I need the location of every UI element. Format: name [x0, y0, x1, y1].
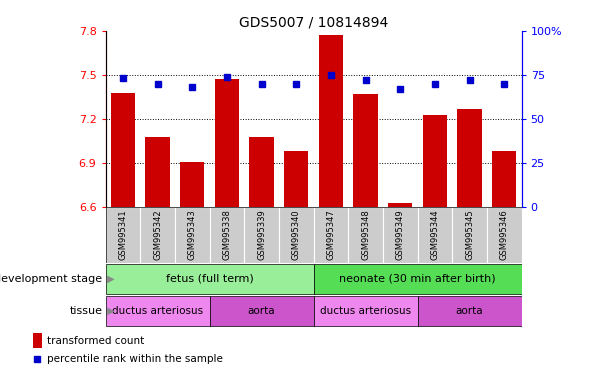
Text: GSM995342: GSM995342 [153, 209, 162, 260]
Bar [417, 296, 522, 326]
Text: GSM995346: GSM995346 [500, 209, 509, 260]
Bar [175, 207, 209, 263]
Bar [319, 35, 343, 207]
Text: ductus arteriosus: ductus arteriosus [320, 306, 411, 316]
Text: development stage: development stage [0, 274, 103, 284]
Bar [492, 151, 516, 207]
Text: GSM995344: GSM995344 [431, 209, 440, 260]
Text: ▶: ▶ [104, 306, 115, 316]
Bar [111, 93, 135, 207]
Text: transformed count: transformed count [47, 336, 144, 346]
Bar [452, 207, 487, 263]
Bar [145, 137, 169, 207]
Bar [353, 94, 377, 207]
Bar [106, 207, 140, 263]
Title: GDS5007 / 10814894: GDS5007 / 10814894 [239, 16, 388, 30]
Bar [314, 207, 348, 263]
Bar [33, 333, 42, 348]
Bar [106, 264, 314, 294]
Text: ▶: ▶ [104, 274, 115, 284]
Bar [106, 296, 209, 326]
Text: fetus (full term): fetus (full term) [166, 274, 253, 284]
Bar [210, 296, 314, 326]
Bar [348, 207, 383, 263]
Text: tissue: tissue [69, 306, 103, 316]
Text: percentile rank within the sample: percentile rank within the sample [47, 354, 223, 364]
Bar [383, 207, 417, 263]
Text: GSM995341: GSM995341 [118, 209, 127, 260]
Text: GSM995340: GSM995340 [292, 209, 301, 260]
Bar [140, 207, 175, 263]
Bar [180, 162, 204, 207]
Text: GSM995345: GSM995345 [465, 209, 474, 260]
Bar [423, 114, 447, 207]
Bar [314, 264, 522, 294]
Text: neonate (30 min after birth): neonate (30 min after birth) [339, 274, 496, 284]
Text: GSM995339: GSM995339 [257, 209, 266, 260]
Bar [458, 109, 482, 207]
Bar [487, 207, 522, 263]
Bar [215, 79, 239, 207]
Text: GSM995343: GSM995343 [188, 209, 197, 260]
Text: aorta: aorta [456, 306, 484, 316]
Bar [244, 207, 279, 263]
Text: GSM995347: GSM995347 [326, 209, 335, 260]
Bar [284, 151, 308, 207]
Bar [314, 296, 417, 326]
Text: aorta: aorta [248, 306, 276, 316]
Bar [417, 207, 452, 263]
Text: ductus arteriosus: ductus arteriosus [112, 306, 203, 316]
Text: GSM995349: GSM995349 [396, 209, 405, 260]
Bar [210, 207, 244, 263]
Text: GSM995338: GSM995338 [223, 209, 232, 260]
Bar [279, 207, 314, 263]
Bar [250, 137, 274, 207]
Bar [388, 203, 412, 207]
Text: GSM995348: GSM995348 [361, 209, 370, 260]
